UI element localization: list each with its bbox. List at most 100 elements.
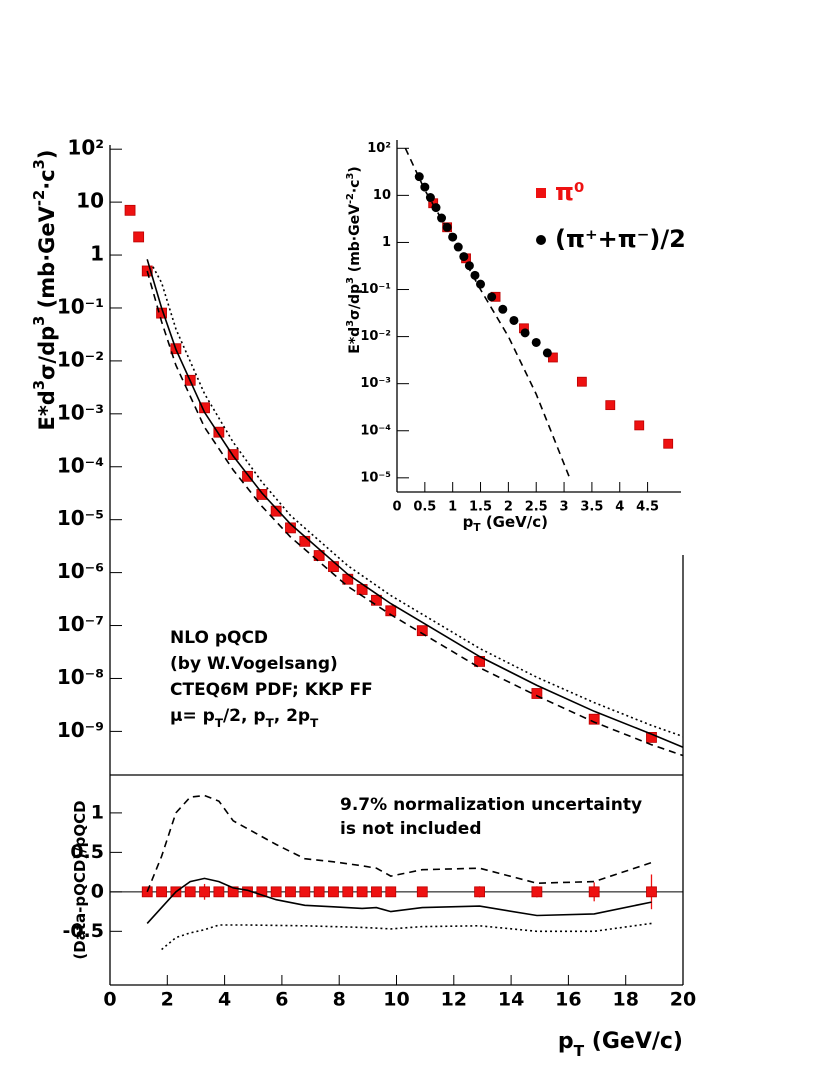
marker — [328, 561, 339, 572]
x-tick-label: 1.5 — [469, 500, 492, 515]
y-tick-label: 10⁻⁷ — [57, 612, 104, 636]
marker — [531, 886, 543, 898]
x-tick-label: 0.5 — [413, 500, 436, 515]
marker — [588, 713, 600, 725]
annotation: (by W.Vogelsang) — [170, 654, 338, 674]
curve — [404, 147, 571, 479]
marker — [141, 265, 153, 277]
text-part: E*d — [35, 390, 59, 430]
text-part: (Data-pQCD)/pQCD — [71, 800, 89, 959]
text-part: μ= p — [170, 706, 215, 726]
x-tick-label: 16 — [555, 989, 581, 1011]
text-part: NLO pQCD — [170, 628, 268, 648]
y-tick-label: 10⁻⁸ — [57, 665, 104, 689]
x-tick-label: 4.5 — [636, 500, 659, 515]
marker — [520, 328, 530, 338]
marker — [531, 688, 543, 699]
text-part: σ/dp — [347, 284, 363, 320]
marker — [385, 886, 397, 898]
marker — [476, 279, 486, 289]
text-part: T — [574, 1042, 585, 1060]
marker — [256, 886, 268, 898]
curve — [146, 794, 652, 893]
text-part: T — [310, 716, 319, 730]
text-part: 3 — [345, 277, 356, 284]
text-part: E*d — [347, 327, 363, 354]
text-part: (by W.Vogelsang) — [170, 654, 338, 674]
text-part: σ/dp — [35, 326, 59, 380]
y-tick-label: 1 — [382, 235, 391, 250]
y-tick-label: 10⁻² — [360, 329, 391, 344]
y-tick-label: -0.5 — [62, 920, 104, 942]
marker — [141, 886, 153, 898]
y-tick-label: 10⁻³ — [360, 376, 391, 391]
marker — [124, 204, 136, 216]
marker — [328, 886, 339, 898]
x-tick-label: 2 — [161, 989, 174, 1011]
x-tick-label: 10 — [383, 989, 409, 1011]
x-tick-label: 8 — [333, 989, 346, 1011]
text-part: (GeV/c) — [481, 513, 548, 531]
y-tick-label: 10⁻¹ — [360, 282, 391, 297]
marker — [213, 426, 225, 438]
marker — [542, 348, 552, 358]
y-tick-label: 10⁻² — [57, 347, 104, 371]
text-part: ·c — [35, 169, 59, 189]
x-tick-label: 18 — [612, 989, 638, 1011]
curve — [146, 877, 652, 924]
marker — [576, 376, 587, 387]
annotation: μ= pT/2, pT, 2pT — [170, 706, 319, 730]
legend-label: (π⁺+π⁻)/2 — [555, 225, 686, 253]
text-part: (mb·GeV — [35, 205, 59, 315]
text-part: is not included — [340, 819, 482, 839]
legend-label: π⁰ — [555, 178, 585, 206]
marker — [256, 489, 268, 500]
y-tick-label: 10 — [76, 189, 104, 213]
marker — [588, 886, 600, 898]
marker — [156, 886, 167, 898]
marker — [498, 304, 508, 314]
marker — [634, 420, 645, 431]
x-tick-label: 6 — [275, 989, 288, 1011]
marker — [474, 886, 485, 898]
text-part: (GeV/c) — [584, 1029, 683, 1054]
legend-marker — [536, 188, 546, 198]
x-tick-label: 4 — [218, 989, 231, 1011]
x-tick-label: 20 — [670, 989, 696, 1011]
marker — [371, 886, 382, 898]
curve — [161, 922, 652, 951]
marker — [199, 886, 210, 898]
x-tick-label: 0 — [392, 500, 401, 515]
marker — [548, 352, 558, 363]
curve — [146, 259, 684, 749]
text-part: /2, p — [223, 706, 266, 726]
y-tick-label: 0.5 — [70, 841, 104, 863]
y-tick-label: 0 — [91, 880, 104, 902]
marker — [356, 886, 368, 898]
y-tick-label: 10 — [373, 188, 391, 203]
marker — [270, 505, 282, 517]
text-part: p — [558, 1029, 574, 1054]
text-part: ·c — [347, 180, 363, 194]
marker — [313, 886, 325, 898]
x-tick-label: 4 — [615, 500, 624, 515]
marker — [184, 886, 196, 898]
legend-marker — [536, 235, 546, 245]
text-part: CTEQ6M PDF; KKP FF — [170, 680, 373, 700]
marker — [414, 172, 424, 182]
text-part: (mb·GeV — [347, 204, 363, 277]
marker — [371, 594, 382, 606]
annotation: CTEQ6M PDF; KKP FF — [170, 680, 373, 700]
text-part: 3 — [31, 159, 48, 169]
x-tick-label: 12 — [441, 989, 467, 1011]
y-axis-label: E*d3σ/dp3 (mb·GeV-2·c3) — [345, 166, 364, 353]
marker — [342, 886, 354, 898]
y-tick-label: 10² — [367, 141, 391, 156]
x-tick-label: 0 — [103, 989, 116, 1011]
annotation: is not included — [340, 819, 482, 839]
marker — [299, 535, 311, 547]
y-tick-label: 1 — [90, 242, 104, 266]
marker — [470, 270, 480, 280]
